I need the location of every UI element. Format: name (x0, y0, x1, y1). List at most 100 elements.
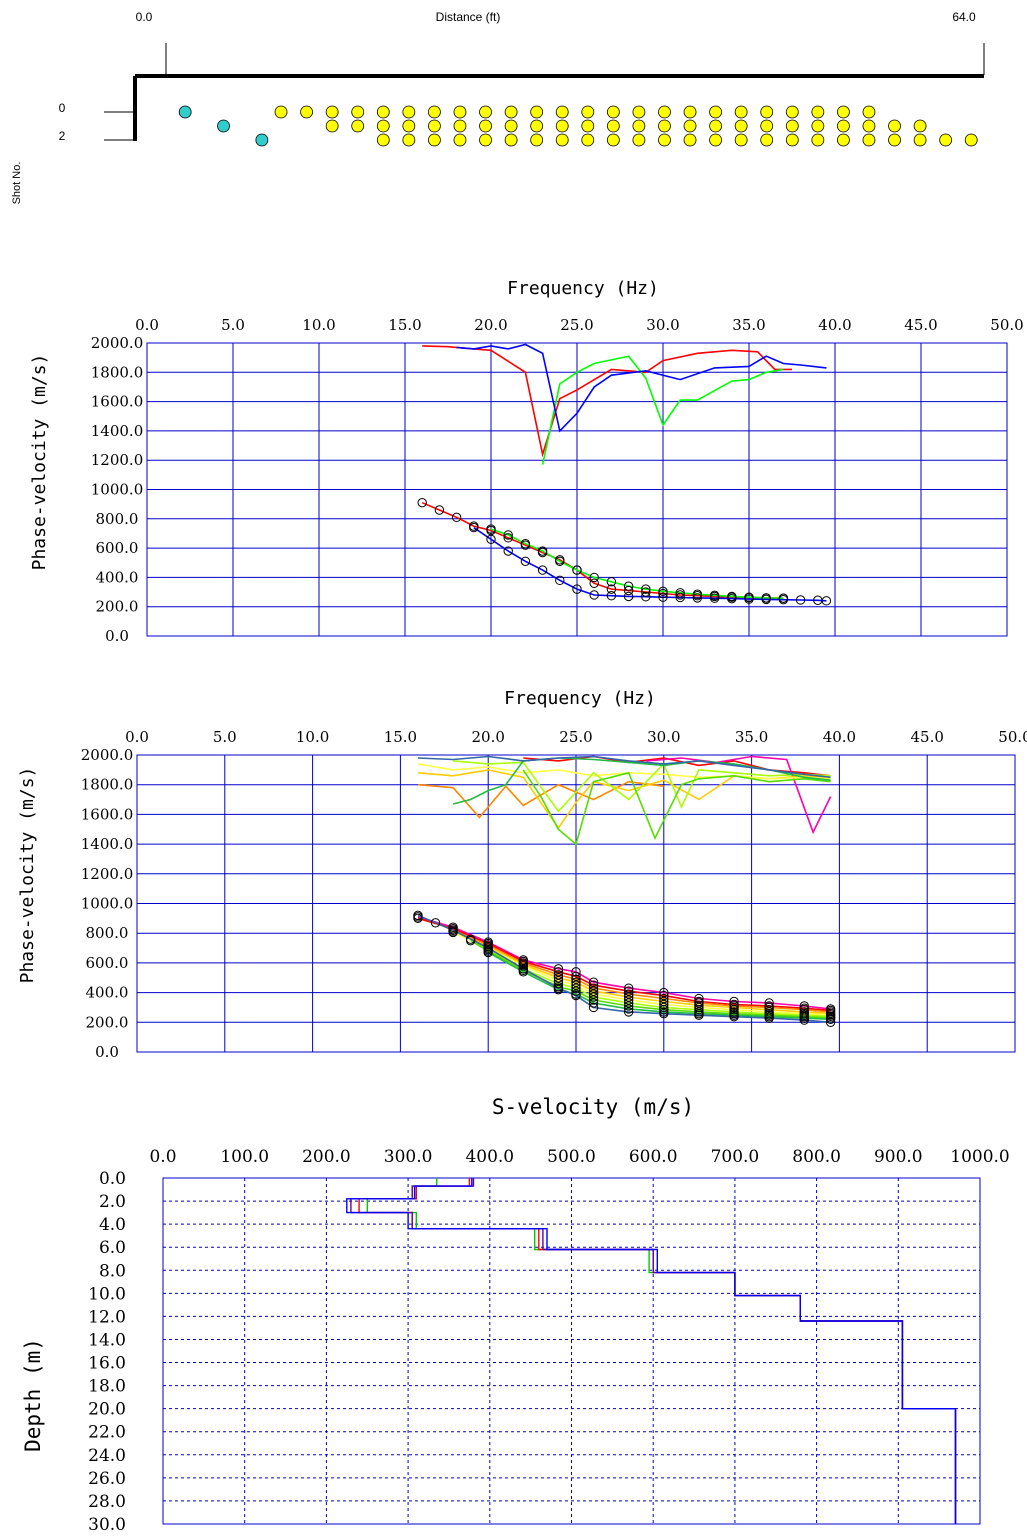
data-point-3-11 (606, 584, 617, 594)
x-tick-label-10: 50.0 (990, 316, 1023, 334)
data-point-10-7 (623, 986, 634, 996)
receiver-marker-shot1-4 (428, 119, 441, 133)
data-point-14-7 (659, 1002, 669, 1013)
fundamental-mode-line-16 (487, 951, 831, 1021)
data-point-5-12 (675, 592, 685, 603)
dispersion-2-series (413, 755, 836, 1027)
y-tick-label-10: 20.0 (88, 1400, 126, 1420)
x-tick-label-4: 400.0 (465, 1147, 514, 1167)
receiver-marker-shot2-7 (555, 133, 569, 147)
y-tick-label-9: 1800.0 (91, 363, 144, 381)
receiver-marker-shot1-8 (530, 119, 544, 133)
x-tick-label-3: 15.0 (384, 728, 417, 746)
data-point-3-13 (641, 587, 651, 597)
receiver-marker-shot2-10 (632, 133, 646, 147)
x-tick-label-7: 35.0 (732, 316, 765, 334)
receiver-marker-shot1-17 (760, 119, 774, 133)
receiver-marker-shot1-21 (862, 119, 876, 133)
data-point-13-7 (659, 999, 669, 1010)
receiver-marker-shot0-7 (453, 105, 467, 119)
profile-x-axis-label: S-velocity (m/s) (492, 1095, 694, 1119)
data-point-3-5 (503, 533, 513, 543)
receiver-marker-shot1-6 (479, 119, 492, 133)
receiver-marker-shot2-15 (760, 133, 774, 147)
receiver-marker-shot2-17 (811, 133, 825, 147)
x-tick-label-3: 15.0 (388, 316, 421, 334)
data-point-16-1 (518, 967, 529, 977)
dispersion-1-x-axis-label: Frequency (Hz) (507, 278, 659, 299)
y-tick-label-6: 1200.0 (91, 451, 144, 469)
fundamental-mode-line-14 (470, 938, 831, 1018)
dispersion-panel-2: Frequency (Hz) Phase-velocity (m/s) 0.0 5… (17, 688, 1027, 1061)
data-point-15-7 (659, 1004, 669, 1015)
fundamental-mode-line-3 (421, 501, 784, 599)
x-tick-label-8: 40.0 (818, 316, 851, 334)
x-tick-label-5: 25.0 (559, 728, 592, 746)
higher-mode-line-0 (422, 345, 792, 458)
x-tick-label-9: 45.0 (904, 316, 937, 334)
data-point-13-9 (729, 1004, 739, 1015)
data-point-4-0 (486, 524, 496, 534)
receiver-marker-shot2-12 (683, 133, 697, 147)
data-point-9-11 (764, 998, 774, 1008)
dispersion-2-y-axis-label: Phase-velocity (m/s) (17, 767, 38, 984)
receiver-marker-shot2-8 (581, 133, 595, 147)
receiver-marker-shot0-16 (683, 105, 697, 119)
data-point-5-11 (658, 592, 668, 602)
dispersion-1-y-axis-label: Phase-velocity (m/s) (29, 354, 50, 571)
data-point-5-8 (606, 591, 617, 601)
data-point-5-19 (795, 595, 806, 605)
receiver-marker-shot0-23 (862, 105, 876, 119)
y-tick-label-4: 800.0 (86, 924, 129, 942)
x-tick-label-6: 30.0 (646, 316, 679, 334)
receiver-marker-shot0-5 (402, 105, 416, 119)
receiver-marker-shot0-22 (837, 105, 850, 119)
data-point-5-5 (555, 575, 565, 586)
y-tick-label-13: 26.0 (88, 1469, 126, 1489)
data-point-5-21 (821, 596, 832, 606)
data-point-15-6 (623, 1001, 634, 1011)
y-tick-label-7: 1400.0 (91, 422, 144, 440)
receiver-marker-shot2-5 (504, 133, 518, 147)
receiver-marker-shot1-16 (734, 119, 748, 133)
data-point-17-9 (694, 1010, 704, 1020)
receiver-marker-shot0-10 (530, 105, 544, 119)
data-point-13-8 (694, 1002, 704, 1013)
y-tick-label-1: 2.0 (99, 1192, 126, 1212)
fundamental-mode-line-11 (435, 922, 831, 1013)
distance-tick-label-max: 64.0 (952, 10, 976, 24)
data-point-17-7 (623, 1007, 634, 1017)
fundamental-mode-line-9 (417, 916, 831, 1010)
data-point-9-12 (799, 1001, 809, 1011)
receiver-marker-shot0-15 (658, 105, 671, 119)
velocity-profile-line-1 (358, 1178, 957, 1524)
data-point-10-5 (571, 971, 581, 981)
data-point-3-12 (623, 585, 634, 596)
y-tick-label-0: 0.0 (99, 1169, 126, 1189)
dispersion-1-grid (146, 342, 1008, 637)
plot-frame (136, 754, 1016, 1053)
plot-frame (146, 342, 1008, 637)
receiver-marker-shot1-13 (658, 119, 671, 133)
velocity-profile-line-0 (366, 1178, 957, 1524)
distance-tick-label-min: 0.0 (136, 10, 153, 24)
y-tick-label-5: 1000.0 (81, 895, 134, 913)
receiver-marker-shot0-19 (760, 105, 774, 119)
higher-mode-line-6 (522, 769, 831, 846)
data-point-10-4 (553, 967, 564, 977)
x-tick-label-10: 1000.0 (950, 1147, 1009, 1167)
data-point-5-17 (761, 594, 771, 605)
receiver-marker-shot0-8 (479, 105, 492, 119)
velocity-profile-line-3 (346, 1178, 957, 1524)
y-tick-label-1: 200.0 (86, 1013, 129, 1031)
data-point-3-0 (417, 497, 427, 508)
receiver-marker-shot1-14 (683, 119, 697, 133)
y-tick-label-8: 1600.0 (81, 805, 134, 823)
data-point-4-9 (641, 584, 651, 594)
data-point-4-12 (692, 589, 703, 599)
data-point-9-7 (623, 983, 634, 993)
data-point-4-7 (606, 577, 617, 587)
higher-mode-line-1 (541, 355, 784, 465)
dispersion-panel-1: Frequency (Hz) Phase-velocity (m/s) 0.0 5… (29, 278, 1024, 645)
